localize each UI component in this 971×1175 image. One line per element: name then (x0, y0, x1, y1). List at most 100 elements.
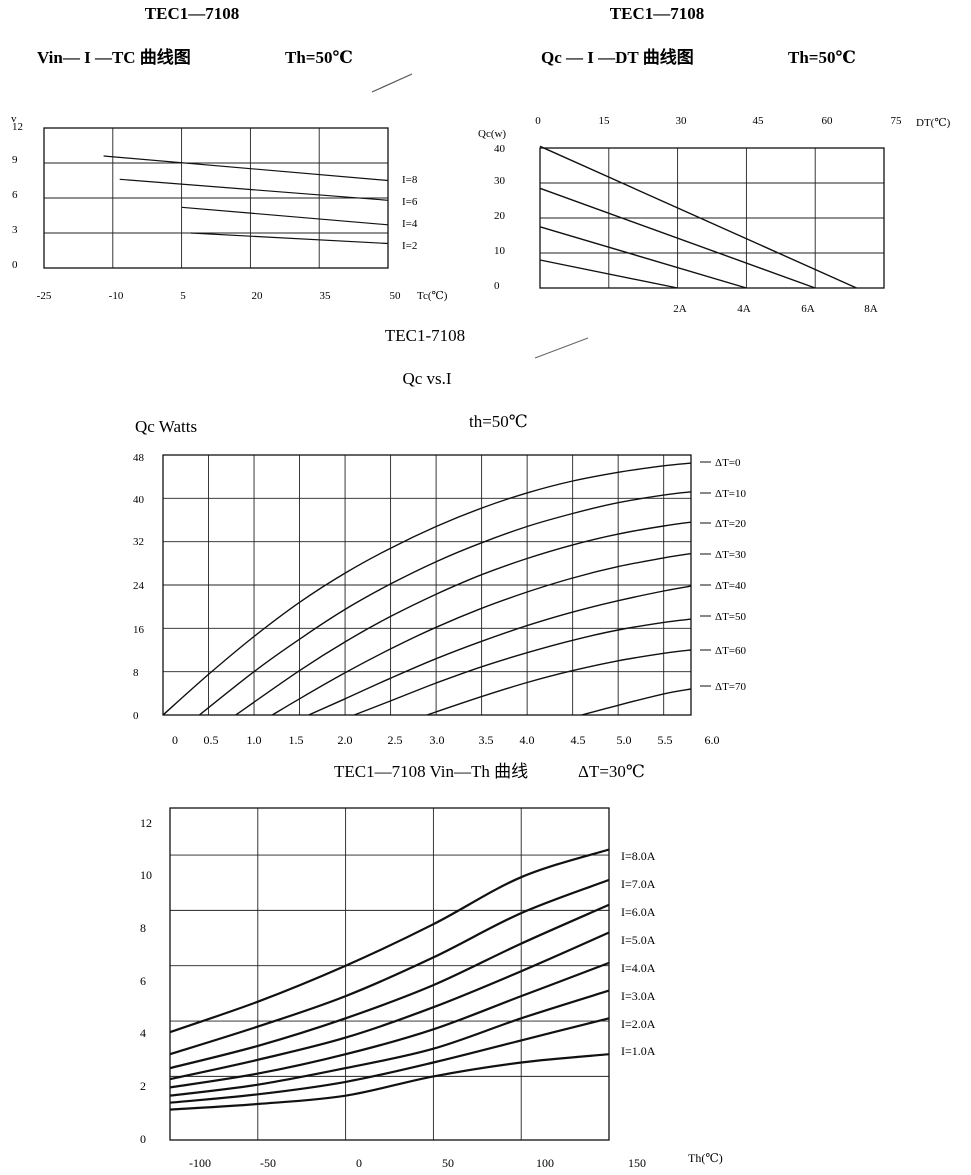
x-tick-label: 60 (822, 115, 834, 127)
y-tick-label: 6 (12, 189, 18, 201)
x-tick-label: 5.0 (617, 733, 632, 747)
x-tick-label: 5.5 (658, 733, 673, 747)
chart-vin-th: TEC1—7108 Vin—Th 曲线 ΔT=30℃ Th(℃) -100 -50… (140, 762, 723, 1170)
chart-condition: th=50℃ (469, 412, 528, 431)
x-tick-label: 0 (172, 733, 178, 747)
chart-qc-i-dt: TEC1—7108 Qc — I —DT 曲线图 Th=50℃ Qc(w) DT… (478, 4, 951, 315)
y-tick-label: 8 (140, 921, 146, 935)
series-line (308, 585, 692, 716)
x-tick-label: 100 (536, 1156, 554, 1170)
y-tick-label: 24 (133, 580, 145, 592)
series-line (119, 178, 389, 201)
x-tick-label: 2.0 (338, 733, 353, 747)
series-label: I=3.0A (621, 989, 656, 1003)
series-label: 4A (737, 303, 751, 315)
x-tick-label: 150 (628, 1156, 646, 1170)
series-line (539, 226, 747, 289)
y-tick-label: 6 (140, 974, 146, 988)
series-label: I=6.0A (621, 905, 656, 919)
series-line (190, 232, 389, 245)
chart-vin-i-tc: TEC1—7108 Vin— I —TC 曲线图 Th=50℃ v Tc(℃) … (11, 4, 448, 302)
series-label: 6A (801, 303, 815, 315)
y-tick-label: 16 (133, 624, 145, 636)
scan-mark (371, 73, 413, 93)
y-tick-label: 30 (494, 175, 506, 187)
y-tick-label: 0 (494, 280, 500, 292)
series-line (169, 1053, 610, 1111)
series-line (539, 259, 678, 289)
x-tick-label: 20 (252, 290, 264, 302)
y-tick-label: 40 (133, 494, 145, 506)
y-tick-label: 0 (140, 1132, 146, 1146)
y-tick-label: 10 (140, 868, 152, 882)
y-tick-label: 0 (12, 259, 18, 271)
x-tick-label: 4.5 (571, 733, 586, 747)
y-tick-label: 4 (140, 1026, 146, 1040)
chart-condition: ΔT=30℃ (578, 762, 645, 781)
chart-title: TEC1—7108 Vin—Th 曲线 (334, 762, 528, 781)
x-tick-label: -100 (189, 1156, 211, 1170)
series-line (103, 155, 389, 182)
x-tick-label: 0 (535, 115, 541, 127)
series-label: I=8 (402, 174, 418, 186)
series-label: ΔT=70 (715, 681, 746, 693)
x-tick-label: 1.0 (247, 733, 262, 747)
series-label: I=8.0A (621, 849, 656, 863)
series-label: ΔT=10 (715, 488, 746, 500)
x-tick-label: 45 (753, 115, 765, 127)
x-axis-label: Th(℃) (688, 1151, 723, 1165)
series-line (235, 521, 692, 716)
y-tick-label: 48 (133, 452, 145, 464)
x-tick-label: -10 (109, 290, 124, 302)
x-tick-label: 75 (891, 115, 903, 127)
series-line (169, 1017, 610, 1104)
series-label: ΔT=50 (715, 611, 746, 623)
series-label: I=6 (402, 196, 418, 208)
series-line (271, 552, 692, 716)
x-tick-label: 0 (356, 1156, 362, 1170)
x-tick-label: 30 (676, 115, 688, 127)
x-tick-label: -50 (260, 1156, 276, 1170)
series-label: 2A (673, 303, 687, 315)
x-tick-label: 0.5 (204, 733, 219, 747)
series-label: ΔT=60 (715, 645, 746, 657)
series-label: ΔT=30 (715, 549, 746, 561)
chart-title: Qc vs.I (402, 369, 451, 388)
x-axis-label: Tc(℃) (417, 290, 448, 302)
chart-qc-vs-i: TEC1-7108 Qc vs.I Qc Watts th=50℃ 0 0.5 1.… (133, 326, 746, 747)
x-tick-label: 2.5 (388, 733, 403, 747)
y-tick-label: 9 (12, 154, 18, 166)
chart-heading: TEC1-7108 (385, 326, 465, 345)
series-label: ΔT=0 (715, 457, 741, 469)
x-tick-label: 3.5 (479, 733, 494, 747)
x-tick-label: 5 (180, 290, 186, 302)
series-line (198, 491, 692, 716)
y-tick-label: 32 (133, 536, 144, 548)
series-line (169, 961, 610, 1089)
x-tick-label: 1.5 (289, 733, 304, 747)
series-line (181, 206, 389, 226)
x-tick-label: 35 (320, 290, 332, 302)
series-line (162, 462, 692, 716)
series-line (426, 649, 692, 716)
y-tick-label: 10 (494, 245, 506, 257)
y-tick-label: 3 (12, 224, 18, 236)
series-label: ΔT=20 (715, 518, 746, 530)
y-tick-label: 12 (140, 816, 152, 830)
y-tick-label: 8 (133, 667, 139, 679)
series-line (539, 145, 857, 289)
y-axis-label: Qc Watts (135, 417, 197, 436)
chart-condition: Th=50℃ (788, 48, 856, 67)
y-tick-label: 0 (133, 710, 139, 722)
x-tick-label: 50 (390, 290, 402, 302)
x-tick-label: 3.0 (430, 733, 445, 747)
series-label: ΔT=40 (715, 580, 746, 592)
series-line (169, 931, 610, 1081)
x-tick-label: 15 (599, 115, 611, 127)
series-line (169, 989, 610, 1097)
plot-frame (43, 127, 389, 269)
y-tick-label: 40 (494, 143, 506, 155)
series-label: I=2 (402, 240, 417, 252)
x-axis-label: DT(℃) (916, 117, 951, 129)
